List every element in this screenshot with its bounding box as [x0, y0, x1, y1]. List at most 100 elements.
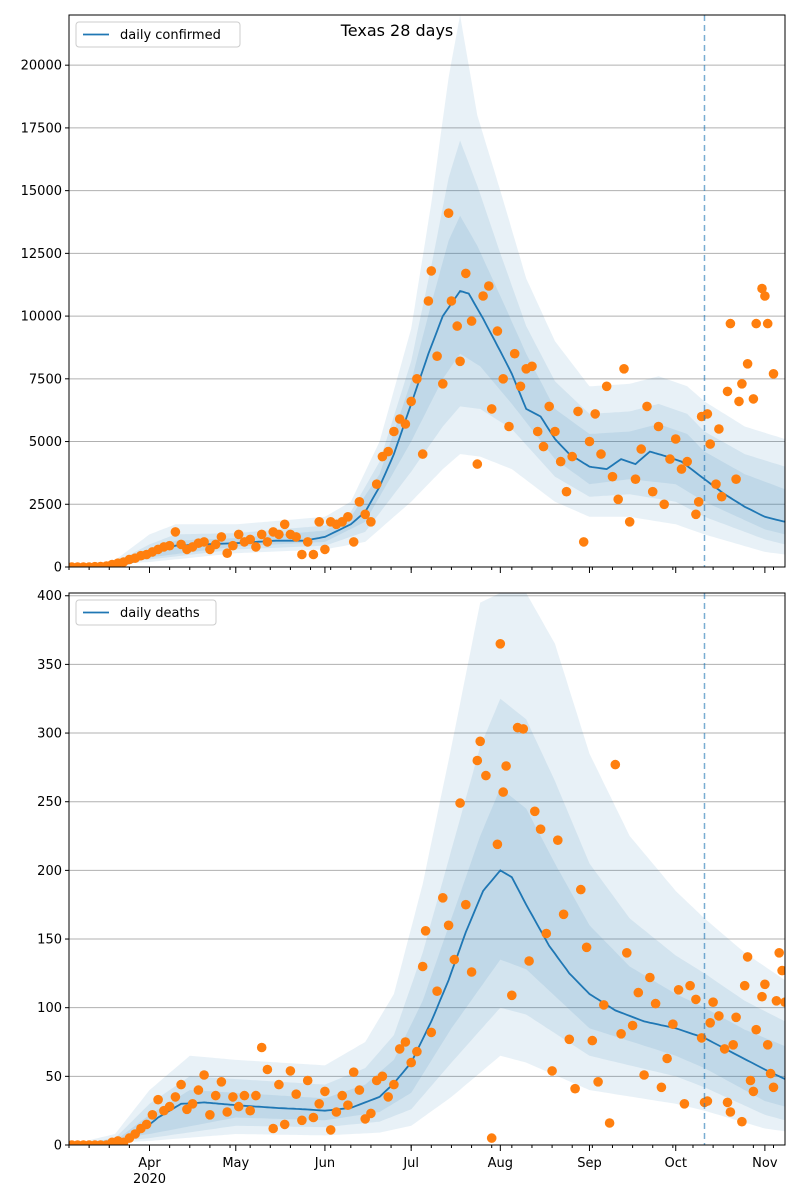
- observed-point: [553, 835, 563, 845]
- observed-point: [547, 1066, 557, 1076]
- observed-point: [354, 497, 365, 507]
- y-tick-label: 400: [37, 589, 62, 604]
- observed-point: [426, 1027, 437, 1038]
- observed-point: [466, 316, 477, 326]
- observed-point: [739, 980, 750, 991]
- x-tick-label: Jun: [314, 1156, 335, 1171]
- observed-point: [656, 1082, 667, 1093]
- observed-point: [170, 1092, 181, 1102]
- observed-point: [389, 1079, 399, 1090]
- observed-point: [279, 1119, 290, 1130]
- observed-point: [584, 436, 595, 447]
- observed-point: [406, 1057, 417, 1068]
- observed-point: [466, 967, 477, 977]
- observed-point: [550, 426, 560, 437]
- observed-point: [426, 266, 437, 276]
- observed-point: [366, 1108, 376, 1119]
- x-tick-label: May: [222, 1156, 249, 1171]
- observed-point: [423, 296, 434, 306]
- observed-point: [777, 965, 785, 976]
- observed-point: [578, 537, 589, 547]
- observed-point: [714, 424, 724, 434]
- observed-point: [228, 1092, 238, 1102]
- y-tick-label: 17500: [21, 121, 62, 136]
- observed-point: [532, 426, 543, 437]
- confirmed-panel: 0 2500 5000 7500 10000 12500 15000 17500 20000 da…: [21, 14, 786, 576]
- observed-point: [711, 479, 721, 490]
- observed-point: [394, 1044, 405, 1054]
- observed-point: [438, 379, 448, 389]
- observed-point: [443, 208, 454, 218]
- observed-point: [682, 456, 692, 467]
- observed-point: [417, 449, 428, 459]
- observed-point: [659, 499, 669, 510]
- observed-point: [187, 1099, 198, 1109]
- observed-point: [751, 1024, 761, 1035]
- observed-point: [665, 454, 675, 464]
- observed-point: [366, 517, 376, 527]
- observed-point: [728, 1040, 738, 1050]
- observed-point: [737, 379, 747, 389]
- observed-point: [297, 549, 307, 560]
- observed-point: [771, 996, 782, 1006]
- observed-point: [748, 1086, 759, 1097]
- observed-point: [636, 444, 646, 454]
- observed-point: [417, 961, 428, 972]
- observed-point: [762, 1040, 773, 1050]
- observed-point: [613, 494, 623, 505]
- observed-point: [472, 459, 483, 469]
- observed-point: [748, 394, 759, 404]
- legend: daily confirmed: [75, 21, 241, 48]
- axes-frame: [68, 592, 786, 1146]
- observed-point: [768, 369, 779, 379]
- observed-point: [222, 548, 232, 558]
- observed-point: [573, 406, 583, 417]
- observed-point: [504, 421, 514, 432]
- observed-point: [205, 1110, 215, 1120]
- observed-point: [216, 1077, 227, 1087]
- observed-point: [607, 471, 618, 482]
- observed-point: [619, 364, 629, 374]
- observed-point: [406, 396, 417, 407]
- observed-point: [576, 884, 586, 895]
- observed-point: [693, 497, 704, 507]
- uncertainty-band: [69, 698, 785, 1145]
- observed-point: [412, 1046, 422, 1057]
- observed-point: [616, 1029, 626, 1039]
- observed-point: [320, 544, 330, 555]
- observed-point: [455, 798, 465, 808]
- observed-point: [691, 509, 701, 520]
- observed-point: [377, 1071, 388, 1082]
- observed-point: [567, 451, 577, 462]
- observed-point: [498, 787, 509, 797]
- observed-point: [452, 321, 463, 331]
- observed-point: [478, 291, 488, 301]
- y-tick-label: 250: [37, 795, 62, 810]
- observed-point: [354, 1085, 365, 1095]
- observed-point: [630, 474, 641, 485]
- observed-point: [558, 909, 569, 920]
- observed-point: [705, 439, 715, 449]
- legend-frame: [75, 21, 241, 48]
- observed-point: [348, 537, 359, 547]
- y-tick-label: 200: [37, 864, 62, 879]
- observed-point: [495, 639, 506, 649]
- observed-point: [291, 1089, 302, 1099]
- observed-point: [492, 326, 503, 336]
- observed-point: [233, 1101, 244, 1112]
- observed-point: [193, 1085, 204, 1095]
- observed-point: [438, 893, 448, 903]
- observed-point: [251, 542, 261, 552]
- observed-point: [762, 318, 773, 329]
- observed-point: [593, 1077, 603, 1087]
- observed-point: [170, 527, 181, 537]
- observed-point: [262, 537, 273, 547]
- observed-point: [216, 532, 227, 542]
- observed-point: [472, 755, 483, 766]
- uncertainty-band: [69, 140, 785, 567]
- observed-point: [650, 998, 661, 1009]
- observed-point: [475, 736, 486, 747]
- y-tick-label: 15000: [21, 184, 62, 199]
- observed-point: [705, 1018, 715, 1028]
